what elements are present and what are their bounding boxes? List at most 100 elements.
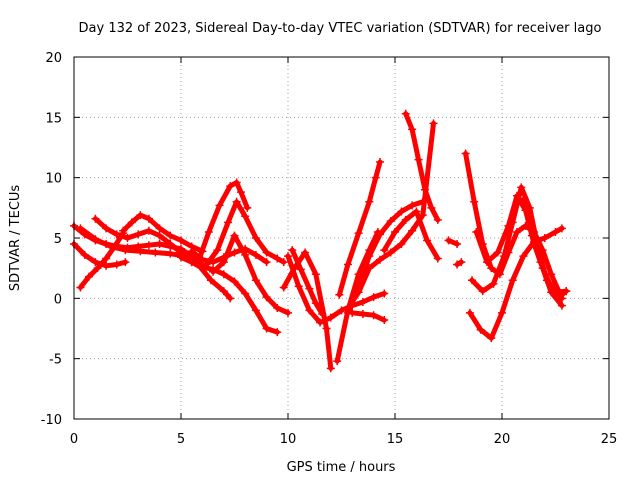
series-line (467, 225, 565, 341)
x-tick-label: 20 (494, 432, 511, 447)
axis-ticks (73, 56, 610, 420)
data-point-marker (408, 201, 417, 210)
data-point-marker (553, 294, 562, 303)
data-point-marker (557, 224, 566, 233)
series-line (285, 253, 387, 325)
series-arc-20 (380, 207, 442, 263)
data-point-marker (358, 310, 367, 319)
series-layer (70, 109, 571, 373)
series-line (349, 310, 387, 323)
data-point-marker (536, 258, 545, 267)
data-point-marker (241, 212, 250, 221)
data-point-marker (371, 173, 380, 182)
series-line (381, 209, 441, 261)
data-point-marker (487, 264, 496, 273)
x-axis-label: GPS time / hours (287, 460, 396, 475)
data-point-marker (155, 224, 164, 233)
data-point-marker (305, 284, 314, 293)
data-point-marker (251, 234, 260, 242)
data-point-marker (110, 242, 119, 251)
series-arc-13 (284, 252, 389, 327)
data-point-marker (102, 254, 111, 263)
data-point-marker (420, 185, 429, 194)
data-point-marker (408, 125, 417, 134)
x-tick-label: 0 (70, 432, 78, 447)
data-point-marker (365, 197, 374, 206)
series-line (77, 230, 126, 290)
data-point-marker (517, 183, 526, 192)
data-point-marker (112, 260, 121, 269)
data-point-marker (540, 234, 549, 242)
data-point-marker (136, 247, 145, 256)
data-point-marker (121, 258, 130, 267)
data-point-marker (369, 293, 378, 302)
y-tick-label: -5 (49, 353, 62, 368)
data-point-marker (144, 214, 153, 223)
data-point-marker (224, 218, 233, 227)
data-point-marker (365, 264, 374, 273)
data-point-marker (487, 334, 496, 343)
data-point-marker (226, 294, 235, 303)
series-arc-09 (202, 197, 288, 269)
series-line (345, 199, 426, 316)
data-point-marker (134, 230, 143, 239)
data-point-marker (311, 270, 320, 279)
data-point-marker (470, 197, 479, 206)
data-point-marker (557, 301, 566, 310)
series-arc-23 (453, 258, 466, 269)
data-point-marker (230, 248, 239, 257)
data-point-marker (397, 207, 406, 216)
data-point-marker (144, 241, 153, 250)
data-point-marker (166, 249, 175, 258)
data-point-marker (468, 276, 477, 285)
series-line (77, 225, 233, 301)
data-point-marker (296, 265, 305, 274)
data-point-marker (273, 328, 282, 337)
data-point-marker (461, 149, 470, 158)
data-point-marker (273, 303, 282, 312)
data-point-marker (155, 240, 164, 249)
data-point-marker (408, 226, 417, 235)
series-arc-21 (348, 308, 389, 325)
data-point-marker (301, 248, 310, 257)
grid-lines (74, 57, 609, 419)
data-point-marker (311, 299, 320, 308)
data-point-marker (358, 297, 367, 306)
data-point-marker (251, 250, 260, 259)
data-point-marker (262, 324, 271, 333)
y-tick-label: -10 (41, 413, 62, 428)
data-point-marker (219, 270, 228, 279)
data-point-marker (551, 227, 560, 236)
data-point-marker (123, 234, 132, 242)
data-point-marker (354, 288, 363, 297)
data-point-marker (241, 244, 250, 253)
x-tick-labels: 0 5 10 15 20 25 (70, 432, 617, 447)
data-point-marker (112, 230, 121, 239)
data-point-marker (91, 258, 100, 267)
data-point-marker (243, 203, 252, 212)
data-point-marker (376, 230, 385, 239)
data-point-marker (562, 287, 571, 296)
data-point-marker (262, 293, 271, 302)
data-point-marker (512, 191, 521, 200)
data-point-marker (519, 252, 528, 261)
data-point-marker (151, 248, 160, 257)
data-point-marker (119, 226, 128, 235)
series-arc-22 (444, 236, 462, 249)
series-arc-14 (288, 246, 327, 319)
data-point-marker (187, 247, 196, 256)
data-point-marker (166, 231, 175, 240)
data-point-marker (476, 325, 485, 334)
data-point-marker (209, 267, 218, 276)
data-point-marker (316, 318, 325, 327)
data-point-marker (209, 258, 218, 267)
data-point-marker (401, 109, 410, 118)
data-point-marker (262, 248, 271, 257)
data-point-marker (472, 227, 481, 236)
data-point-marker (433, 254, 442, 263)
data-point-marker (453, 260, 462, 269)
data-point-marker (177, 236, 185, 245)
data-point-marker (498, 308, 506, 317)
data-point-marker (230, 231, 239, 240)
